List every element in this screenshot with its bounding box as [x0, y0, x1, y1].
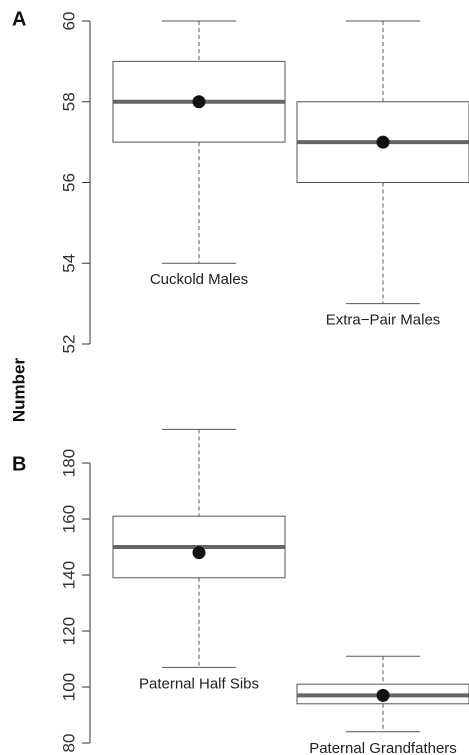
- y-tick-label: 54: [59, 254, 78, 273]
- mean: [192, 95, 206, 109]
- mean: [192, 546, 206, 560]
- y-tick-label: 140: [59, 561, 78, 589]
- category-label: Paternal Half Sibs: [139, 675, 259, 692]
- mean: [376, 135, 390, 149]
- y-tick-label: 180: [59, 449, 78, 477]
- y-tick-label: 52: [59, 335, 78, 354]
- y-tick-label: 80: [59, 734, 78, 753]
- y-tick-label: 56: [59, 173, 78, 192]
- y-tick-label: 160: [59, 505, 78, 533]
- panel-label: B: [12, 453, 26, 475]
- panel-label: A: [12, 8, 26, 30]
- y-tick-label: 120: [59, 617, 78, 645]
- y-tick-label: 100: [59, 673, 78, 701]
- mean: [376, 688, 390, 702]
- category-label: Paternal Grandfathers: [309, 740, 457, 755]
- category-label: Cuckold Males: [150, 271, 248, 288]
- y-axis-label: Number: [9, 358, 28, 423]
- y-tick-label: 58: [59, 92, 78, 111]
- category-label: Extra−Pair Males: [326, 312, 441, 329]
- y-tick-label: 60: [59, 12, 78, 31]
